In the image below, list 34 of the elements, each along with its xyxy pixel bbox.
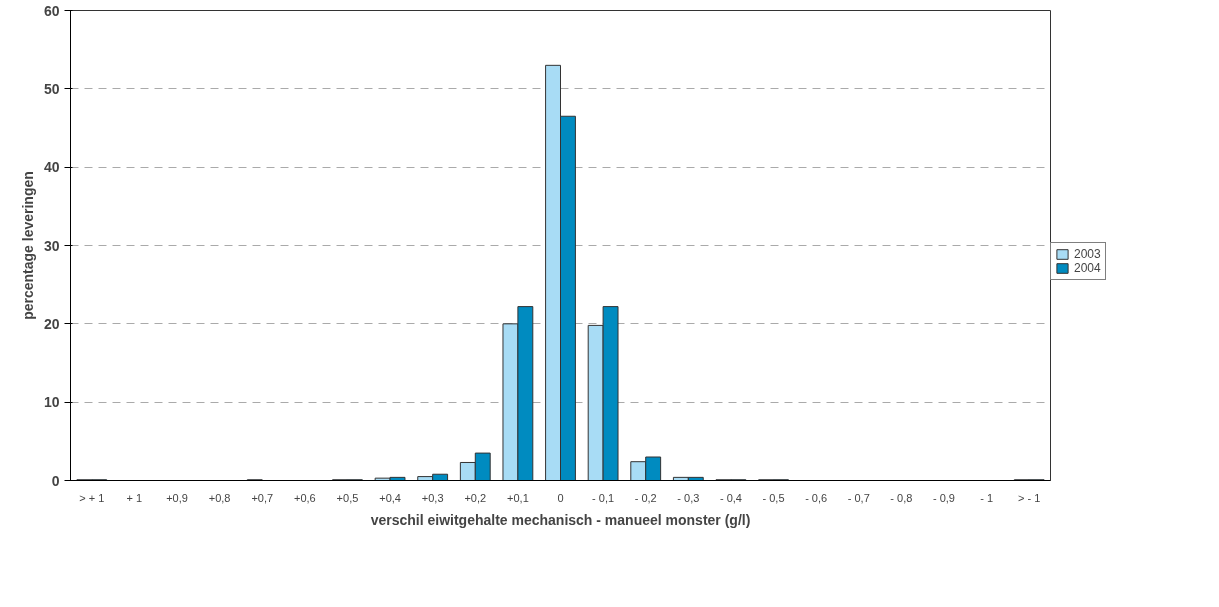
x-tick-label: - 0,1 — [592, 491, 615, 504]
x-tick-label: - 0,6 — [805, 491, 828, 504]
legend-label: 2004 — [1074, 261, 1101, 275]
y-tick-label: 20 — [43, 315, 60, 332]
x-tick-label: +0,5 — [336, 491, 359, 504]
x-tick-label: +0,9 — [166, 491, 188, 504]
y-tick-label: 10 — [43, 394, 60, 411]
x-tick-label: +0,2 — [464, 491, 487, 504]
x-tick-label: > - 1 — [1018, 491, 1041, 504]
x-tick-label: > + 1 — [79, 491, 105, 504]
x-tick-label: +0,8 — [208, 491, 231, 504]
x-axis-title: verschil eiwitgehalte mechanisch - manueel monster (g/l) — [370, 511, 751, 528]
x-tick-label: - 0,2 — [634, 491, 657, 504]
y-tick-label: 40 — [43, 159, 60, 176]
x-tick-label: - 1 — [980, 491, 994, 504]
x-tick-label: +0,7 — [251, 491, 274, 504]
x-tick-label: - 0,5 — [762, 491, 785, 504]
x-tick-label: 0 — [557, 491, 564, 504]
x-tick-label: - 0,8 — [890, 491, 913, 504]
x-tick-label: +0,6 — [293, 491, 316, 504]
y-axis-title: percentage leveringen — [19, 171, 36, 320]
y-tick-label: 60 — [43, 2, 60, 19]
y-tick-label: 30 — [43, 237, 60, 254]
x-tick-label: - 0,3 — [677, 491, 700, 504]
x-tick-label: - 0,9 — [932, 491, 955, 504]
legend-label: 2003 — [1074, 247, 1101, 261]
x-tick-label: - 0,7 — [847, 491, 870, 504]
y-tick-label: 0 — [51, 472, 60, 489]
x-tick-label: +0,4 — [379, 491, 401, 504]
x-tick-label: - 0,4 — [719, 491, 742, 504]
x-tick-label: +0,1 — [507, 491, 529, 504]
x-tick-label: +0,3 — [421, 491, 444, 504]
y-tick-label: 50 — [43, 80, 60, 97]
x-tick-label: + 1 — [126, 491, 143, 504]
